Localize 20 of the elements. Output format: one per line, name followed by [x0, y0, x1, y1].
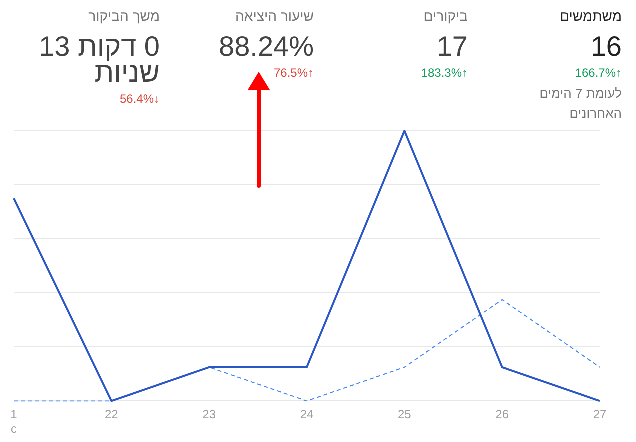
text: משך הביקור [88, 8, 160, 24]
x-tick-label: 1 c [10, 408, 18, 436]
text: 0 דקות 13 שניות [38, 31, 160, 88]
text: לעומת 7 הימים האחרונים [538, 85, 622, 123]
text: 16 [590, 31, 622, 62]
x-tick-label: 26 [496, 408, 510, 422]
text: 166.7%↑ [575, 66, 622, 80]
text: 76.5%↑ [274, 66, 314, 80]
text: ביקורים [422, 8, 468, 24]
x-tick-label: 22 [104, 408, 119, 422]
text: 56.4%↓ [120, 92, 160, 106]
x-tick-label: 25 [398, 408, 412, 422]
x-tick-label: 23 [202, 408, 216, 422]
text: 183.3%↑ [421, 66, 468, 80]
text: 17 [436, 31, 468, 62]
text: שיעור היציאה [234, 8, 314, 24]
text: משתמשים [559, 8, 622, 24]
x-tick-label: 27 [593, 408, 607, 422]
text: 88.24% [218, 31, 314, 62]
x-tick-label: 24 [300, 408, 314, 422]
